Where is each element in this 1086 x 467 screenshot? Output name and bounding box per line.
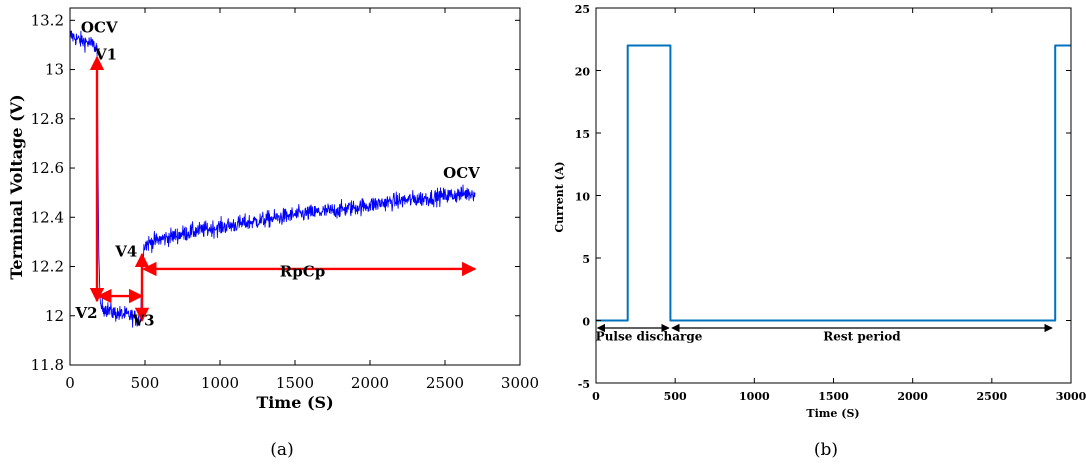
x-tick-label: 2000 <box>351 374 389 392</box>
panel-a-caption: (a) <box>270 440 293 460</box>
x-tick-label: 2000 <box>897 390 928 403</box>
y-tick-label: -5 <box>578 378 590 391</box>
panel-b-x-axis-label: Time (S) <box>806 407 859 420</box>
x-tick-label: 0 <box>65 374 75 392</box>
y-tick-label: 12.6 <box>31 159 64 177</box>
annotation-label: Pulse discharge <box>596 330 703 344</box>
y-tick-label: 11.8 <box>31 356 64 374</box>
y-tick-label: 15 <box>575 128 590 141</box>
panel-b-caption: (b) <box>814 440 838 460</box>
y-tick-label: 12.8 <box>31 110 64 128</box>
annotation-label: Rest period <box>823 330 901 344</box>
panel-a-y-axis-label: Terminal Voltage (V) <box>7 94 26 279</box>
y-tick-label: 10 <box>575 191 591 204</box>
y-tick-label: 13 <box>45 61 64 79</box>
annotation-label: V3 <box>131 312 154 330</box>
panel-b-y-axis-label: Current (A) <box>553 161 566 232</box>
series-line <box>596 46 1071 321</box>
y-tick-label: 25 <box>575 3 590 16</box>
annotation-label: RpCp <box>280 262 325 280</box>
x-tick-label: 2500 <box>977 390 1008 403</box>
panel-a-voltage-chart: 0 500 1000 1500 2000 2500 3000 11.8 12 12.2 12.4 12… <box>7 8 539 460</box>
x-tick-label: 1000 <box>739 390 770 403</box>
y-tick-label: 20 <box>575 66 591 79</box>
x-tick-label: 500 <box>664 390 687 403</box>
x-tick-label: 1000 <box>201 374 239 392</box>
x-tick-label: 500 <box>131 374 160 392</box>
y-tick-label: 13.2 <box>31 11 64 29</box>
x-tick-label: 2500 <box>426 374 464 392</box>
y-tick-label: 5 <box>582 253 590 266</box>
y-tick-label: 12.4 <box>31 208 64 226</box>
x-tick-label: 0 <box>592 390 600 403</box>
y-tick-label: 12.2 <box>31 258 64 276</box>
annotation-label: V1 <box>94 46 117 64</box>
panel-a-x-axis-label: Time (S) <box>256 393 333 412</box>
annotation-label: OCV <box>443 164 480 182</box>
x-tick-label: 3000 <box>1056 390 1086 403</box>
annotation-label: V2 <box>74 304 97 322</box>
y-tick-label: 12 <box>45 307 64 325</box>
x-tick-label: 1500 <box>276 374 314 392</box>
y-tick-label: 0 <box>582 316 590 329</box>
annotation-label: OCV <box>81 19 118 37</box>
panel-b-plot-frame <box>596 8 1071 383</box>
annotation-label: V4 <box>114 243 137 261</box>
x-tick-label: 1500 <box>818 390 849 403</box>
x-tick-label: 3000 <box>501 374 539 392</box>
series-line <box>70 31 475 327</box>
